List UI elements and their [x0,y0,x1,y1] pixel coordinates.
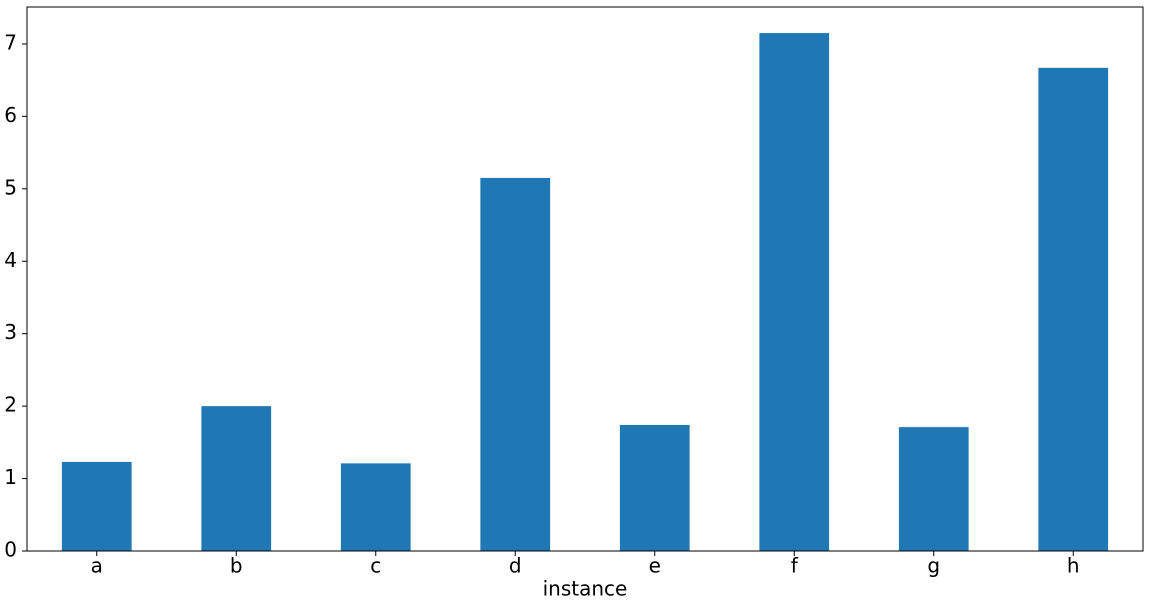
bar [480,177,551,551]
y-tick-label: 3 [4,320,17,344]
bar [201,406,272,551]
x-tick-label: h [1067,554,1080,578]
bar [898,427,969,551]
y-tick-label: 1 [4,465,17,489]
bar [759,33,830,552]
bar [61,461,132,551]
x-tick-label: c [370,554,381,578]
bar [1038,67,1109,552]
x-tick-label: d [509,554,522,578]
x-axis-label: instance [543,577,628,601]
x-tick-label: a [91,554,103,578]
y-tick-label: 6 [4,103,17,127]
bar [619,424,690,551]
x-tick-label: f [791,554,799,578]
y-tick-label: 7 [4,30,17,54]
y-tick-label: 0 [4,538,17,562]
y-tick-label: 4 [4,248,17,272]
x-tick-label: b [230,554,243,578]
x-tick-label: e [649,554,661,578]
bar [340,463,411,551]
x-tick-label: g [927,554,940,578]
y-tick-label: 5 [4,175,17,199]
y-tick-label: 2 [4,393,17,417]
plot-frame [26,6,1144,552]
